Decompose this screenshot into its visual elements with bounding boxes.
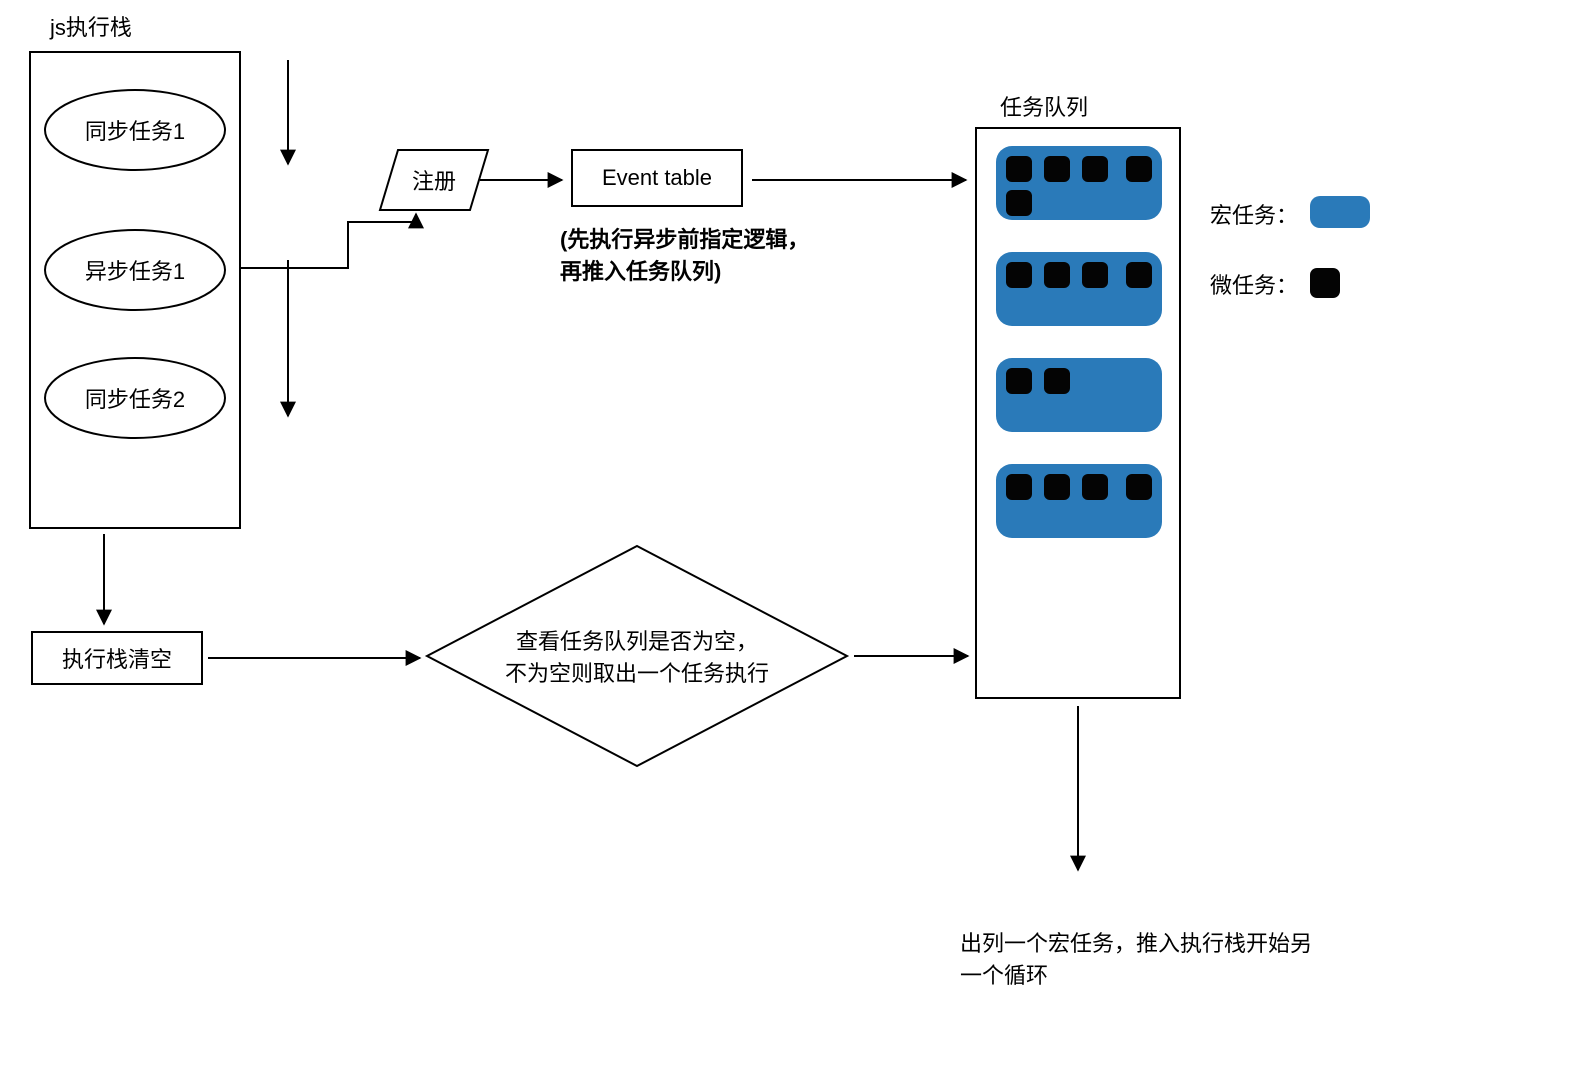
stack-task-2-label: 同步任务2: [45, 358, 225, 438]
legend-macro-label: 宏任务：: [1210, 198, 1320, 228]
micro-task-2-1: [1044, 368, 1070, 394]
micro-task-0-0: [1006, 156, 1032, 182]
dequeue-note-line2: 一个循环: [960, 958, 1380, 990]
event-table-note-line1: (先执行异步前指定逻辑，: [560, 222, 880, 254]
micro-task-3-2: [1082, 474, 1108, 500]
dequeue-note-line1: 出列一个宏任务，推入执行栈开始另: [960, 926, 1380, 958]
micro-task-3-1: [1044, 474, 1070, 500]
micro-task-1-1: [1044, 262, 1070, 288]
decision-text: 查看任务队列是否为空， 不为空则取出一个任务执行: [427, 546, 847, 766]
micro-task-2-0: [1006, 368, 1032, 394]
a-async-to-reg: [240, 214, 416, 268]
micro-task-3-0: [1006, 474, 1032, 500]
micro-task-1-3: [1126, 262, 1152, 288]
stack-title: js执行栈: [50, 10, 250, 40]
decision-line2: 不为空则取出一个任务执行: [505, 656, 769, 688]
micro-task-0-4: [1006, 190, 1032, 216]
micro-task-0-3: [1126, 156, 1152, 182]
event-table-note: (先执行异步前指定逻辑， 再推入任务队列): [560, 222, 880, 292]
clear-stack-label: 执行栈清空: [32, 632, 202, 684]
register-label: 注册: [380, 150, 488, 210]
micro-task-1-0: [1006, 262, 1032, 288]
dequeue-note: 出列一个宏任务，推入执行栈开始另 一个循环: [960, 926, 1380, 996]
micro-task-0-2: [1082, 156, 1108, 182]
event-table-note-line2: 再推入任务队列): [560, 254, 880, 286]
event-table-label: Event table: [572, 150, 742, 206]
stack-task-1-label: 异步任务1: [45, 230, 225, 310]
task-queue-title: 任务队列: [1000, 90, 1160, 120]
diagram-svg: [0, 0, 1569, 1079]
decision-line1: 查看任务队列是否为空，: [505, 624, 769, 656]
stack-task-0-label: 同步任务1: [45, 90, 225, 170]
micro-task-0-1: [1044, 156, 1070, 182]
micro-task-1-2: [1082, 262, 1108, 288]
micro-task-3-3: [1126, 474, 1152, 500]
legend-micro-label: 微任务：: [1210, 268, 1320, 298]
